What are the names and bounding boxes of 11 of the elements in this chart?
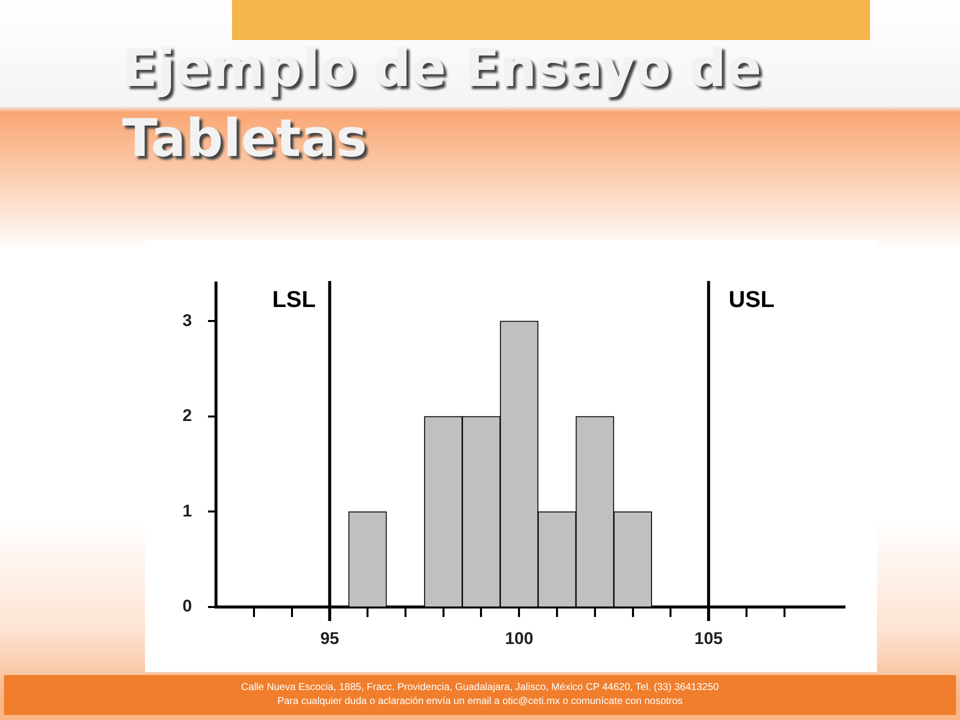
x-tick-label: 100 [504, 628, 534, 648]
x-tick-label: 105 [694, 628, 723, 648]
ref-line-label: LSL [272, 286, 316, 312]
footer-bar: Calle Nueva Escocia, 1885, Fracc. Providencia, Guadalajara, Jalisco, México CP 44620, Tel. (33) 36413250 Para cualquier duda o aclaración envía un email a otic@ceti.mx o comunícate con nosotros [4, 675, 956, 715]
ref-line-label: USL [728, 286, 775, 312]
chart-title: Ejemplo de Ensayo de Tabletas [122, 38, 764, 171]
y-tick-label: 1 [182, 501, 192, 520]
y-tick-label: 2 [182, 406, 192, 426]
y-tick-label: 3 [182, 310, 192, 330]
x-tick-label: 95 [320, 628, 340, 648]
y-tick-label: 0 [182, 596, 192, 616]
